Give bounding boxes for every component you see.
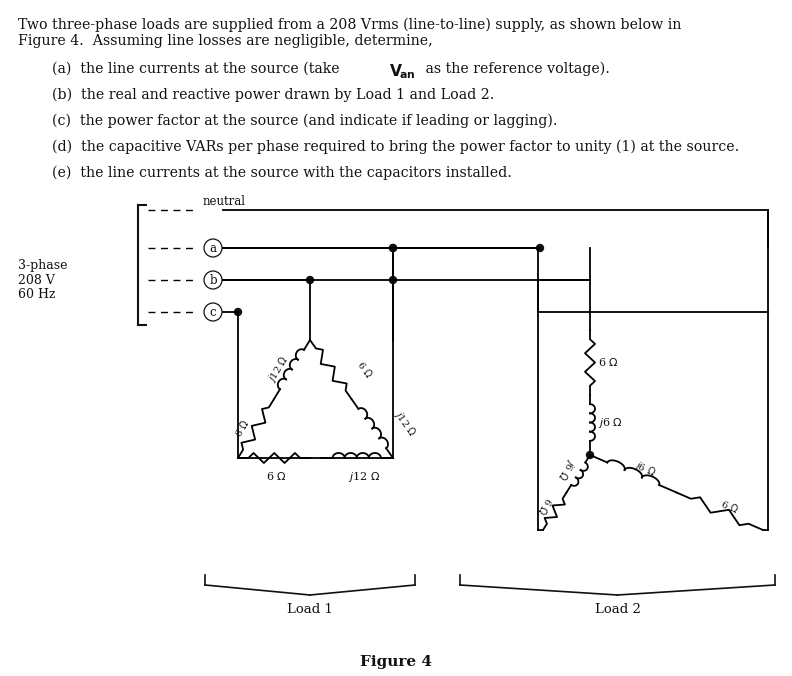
Text: 6 $\Omega$: 6 $\Omega$	[598, 356, 619, 368]
Circle shape	[234, 308, 242, 316]
Text: $j$12 $\Omega$: $j$12 $\Omega$	[391, 408, 419, 439]
Text: (d)  the capacitive VARs per phase required to bring the power factor to unity (: (d) the capacitive VARs per phase requir…	[52, 140, 739, 154]
Text: 6 $\Omega$: 6 $\Omega$	[535, 496, 554, 517]
Text: neutral: neutral	[203, 195, 246, 208]
Text: (a)  the line currents at the source (take: (a) the line currents at the source (tak…	[52, 62, 345, 76]
Text: $j$6 $\Omega$: $j$6 $\Omega$	[632, 458, 658, 479]
Text: Two three-phase loads are supplied from a 208 Vrms (line-to-line) supply, as sho: Two three-phase loads are supplied from …	[18, 18, 681, 32]
Text: $\mathbf{V}_{\!\mathbf{an}}$: $\mathbf{V}_{\!\mathbf{an}}$	[389, 62, 416, 80]
Text: $j$12 $\Omega$: $j$12 $\Omega$	[348, 470, 380, 484]
Text: 6 $\Omega$: 6 $\Omega$	[356, 358, 375, 381]
Text: Figure 4: Figure 4	[360, 655, 432, 669]
Text: (b)  the real and reactive power drawn by Load 1 and Load 2.: (b) the real and reactive power drawn by…	[52, 88, 494, 102]
Text: (c)  the power factor at the source (and indicate if leading or lagging).: (c) the power factor at the source (and …	[52, 114, 558, 128]
Text: $j$12 $\Omega$: $j$12 $\Omega$	[265, 354, 291, 385]
Text: Load 2: Load 2	[595, 603, 641, 616]
Text: 3-phase: 3-phase	[18, 258, 67, 272]
Text: $j$6 $\Omega$: $j$6 $\Omega$	[554, 456, 578, 482]
Text: 6 $\Omega$: 6 $\Omega$	[719, 497, 741, 515]
Text: a: a	[210, 241, 216, 254]
Circle shape	[587, 452, 593, 458]
Circle shape	[536, 245, 543, 251]
Text: Figure 4.  Assuming line losses are negligible, determine,: Figure 4. Assuming line losses are negli…	[18, 34, 432, 48]
Circle shape	[307, 276, 314, 283]
Text: $j$6 $\Omega$: $j$6 $\Omega$	[598, 416, 623, 429]
Text: b: b	[209, 274, 217, 287]
Circle shape	[390, 276, 397, 283]
Text: 6 $\Omega$: 6 $\Omega$	[232, 418, 252, 439]
Circle shape	[390, 245, 397, 251]
Circle shape	[390, 245, 397, 251]
Text: 60 Hz: 60 Hz	[18, 289, 55, 301]
Text: Load 1: Load 1	[287, 603, 333, 616]
Text: c: c	[210, 306, 216, 318]
Text: (e)  the line currents at the source with the capacitors installed.: (e) the line currents at the source with…	[52, 166, 512, 180]
Text: 208 V: 208 V	[18, 274, 55, 287]
Text: as the reference voltage).: as the reference voltage).	[421, 62, 610, 76]
Text: 6 $\Omega$: 6 $\Omega$	[266, 470, 287, 482]
